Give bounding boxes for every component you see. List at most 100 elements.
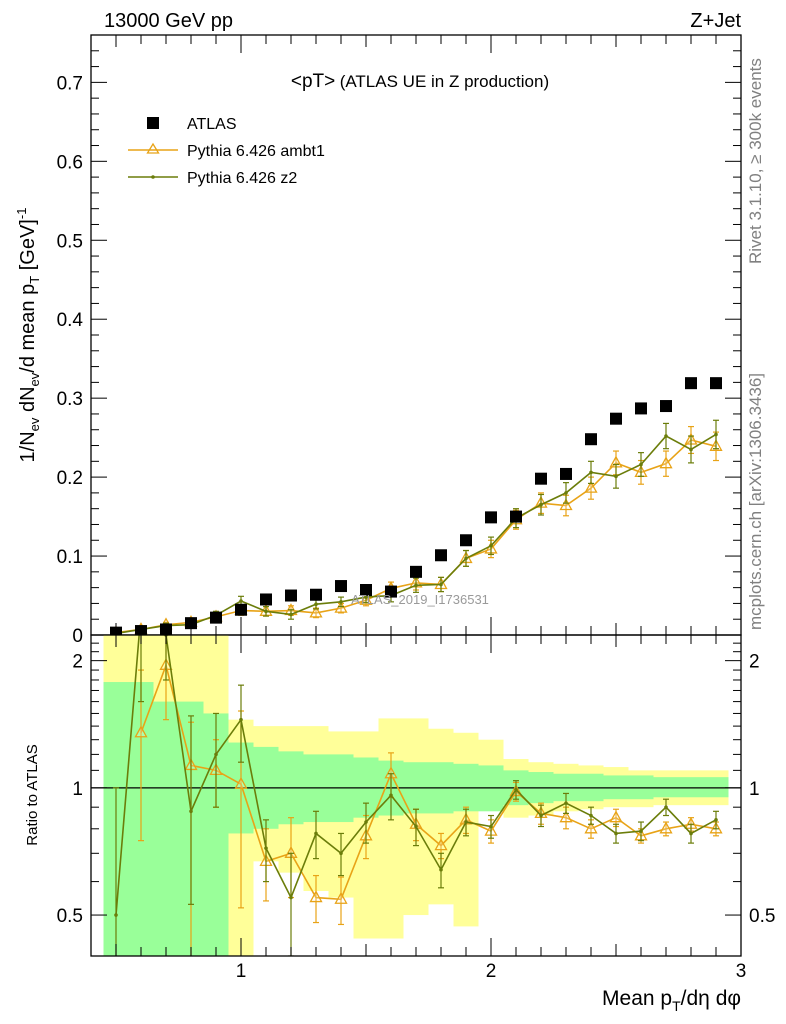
ratio-line-triangle <box>140 662 717 901</box>
ratio-point-ambt1 <box>334 891 348 904</box>
point-z2 <box>239 599 243 603</box>
ratio-point-ambt1 <box>559 810 573 823</box>
point-z2 <box>664 434 668 438</box>
point-atlas <box>485 511 497 524</box>
point-ambt1 <box>559 498 573 511</box>
ratio-point-ambt1 <box>134 725 148 738</box>
point-z2 <box>364 595 368 599</box>
main-y-tick-label: 0.6 <box>57 152 83 173</box>
point-atlas <box>560 467 572 480</box>
point-z2 <box>314 602 318 607</box>
ratio-point-z2 <box>264 846 268 850</box>
ratio-y-tick-label-right: 1 <box>749 779 760 800</box>
header-left: 13000 GeV pp <box>104 10 233 32</box>
ratio-y-tick-label: 0.5 <box>57 906 83 927</box>
legend-ambt1-label: Pythia 6.426 ambt1 <box>187 143 325 160</box>
mcplots-text: mcplots.cern.ch [arXiv:1306.3436] <box>746 373 765 630</box>
point-ambt1 <box>309 605 323 618</box>
ratio-y-tick-label: 2 <box>72 652 83 673</box>
ratio-panel: 0.5 0.5 1 1 2 2 1 2 3 Ratio to ATLAS Mean pT/dη … <box>24 611 775 1014</box>
point-atlas <box>585 433 597 446</box>
ratio-point-z2 <box>539 813 543 818</box>
point-atlas <box>260 593 272 606</box>
ratio-point-z2 <box>314 831 318 836</box>
ratio-point-z2 <box>639 829 643 833</box>
point-atlas <box>435 549 447 562</box>
ratio-point-z2 <box>339 851 343 856</box>
point-atlas <box>710 377 722 390</box>
point-z2 <box>539 502 543 507</box>
point-z2 <box>614 474 618 479</box>
ratio-point-z2 <box>189 809 193 814</box>
point-atlas <box>635 402 647 415</box>
legend-z2-label: Pythia 6.426 z2 <box>187 170 297 187</box>
ratio-point-z2 <box>489 824 493 829</box>
ratio-point-z2 <box>364 820 368 824</box>
point-atlas <box>310 588 322 601</box>
point-z2 <box>414 583 418 588</box>
point-atlas <box>410 565 422 578</box>
point-atlas <box>210 611 222 624</box>
point-z2 <box>464 556 468 561</box>
point-atlas <box>285 589 297 602</box>
main-panel: 0 0.1 0.2 0.3 0.4 0.5 0.6 0.7 <pT> (ATLAS UE in… <box>14 34 742 647</box>
ratio-point-z2 <box>289 895 293 900</box>
x-tick-label: 3 <box>736 961 747 982</box>
point-atlas <box>660 400 672 413</box>
point-atlas <box>510 510 522 523</box>
ratio-point-z2 <box>664 805 668 809</box>
legend-atlas-label: ATLAS <box>187 116 237 133</box>
x-tick-label: 2 <box>486 961 497 982</box>
ratio-point-z2 <box>464 820 468 824</box>
ratio-point-z2 <box>514 787 518 792</box>
header-right: Z+Jet <box>690 10 741 32</box>
point-ambt1 <box>584 480 598 493</box>
point-atlas <box>335 580 347 593</box>
ratio-point-z2 <box>239 717 243 722</box>
rivet-version-text: Rivet 3.1.10, ≥ 300k events <box>746 58 765 264</box>
ratio-point-ambt1 <box>659 821 673 834</box>
ratio-point-ambt1 <box>309 890 323 903</box>
legend-atlas-marker <box>147 117 159 129</box>
ratio-point-z2 <box>564 801 568 805</box>
ratio-point-ambt1 <box>609 810 623 823</box>
ratio-point-z2 <box>689 831 693 836</box>
x-tick-label: 1 <box>236 961 247 982</box>
ratio-point-z2 <box>414 824 418 829</box>
main-y-axis-label: 1/Nev dNev/d mean pT [GeV]-1 <box>14 208 42 463</box>
main-y-tick-label: 0.1 <box>57 547 83 568</box>
main-y-tick-label: 0.7 <box>57 73 83 94</box>
point-z2 <box>714 432 718 437</box>
ratio-y-tick-label: 1 <box>72 779 83 800</box>
point-z2 <box>289 612 293 617</box>
point-z2 <box>489 543 493 548</box>
point-atlas <box>185 617 197 630</box>
ratio-point-z2 <box>439 867 443 872</box>
ratio-point-z2 <box>139 611 143 615</box>
ratio-y-tick-label-right: 0.5 <box>749 906 775 927</box>
point-ambt1 <box>659 456 673 469</box>
point-z2 <box>639 462 643 467</box>
ratio-point-ambt1 <box>584 821 598 834</box>
ratio-point-z2 <box>714 818 718 822</box>
main-y-tick-label: 0.5 <box>57 231 83 252</box>
point-atlas <box>235 603 247 616</box>
point-atlas <box>460 534 472 547</box>
uncertainty-band-outer <box>378 718 404 939</box>
point-atlas <box>360 584 372 596</box>
point-z2 <box>439 582 443 587</box>
point-z2 <box>589 470 593 475</box>
point-atlas <box>685 377 697 390</box>
ratio-point-z2 <box>389 793 393 798</box>
ratio-point-z2 <box>214 752 218 757</box>
main-y-tick-label: 0.2 <box>57 468 83 489</box>
point-atlas <box>535 472 547 485</box>
plot-title: <pT> (ATLAS UE in Z production) <box>291 71 549 92</box>
legend: ATLAS Pythia 6.426 ambt1 Pythia 6.426 z2 <box>128 116 325 187</box>
main-y-tick-label: 0.4 <box>57 310 84 331</box>
analysis-watermark: ATLAS_2019_I1736531 <box>351 592 489 607</box>
main-y-tick-label: 0.3 <box>57 389 83 410</box>
legend-z2-marker <box>151 175 155 179</box>
point-z2 <box>264 609 268 614</box>
